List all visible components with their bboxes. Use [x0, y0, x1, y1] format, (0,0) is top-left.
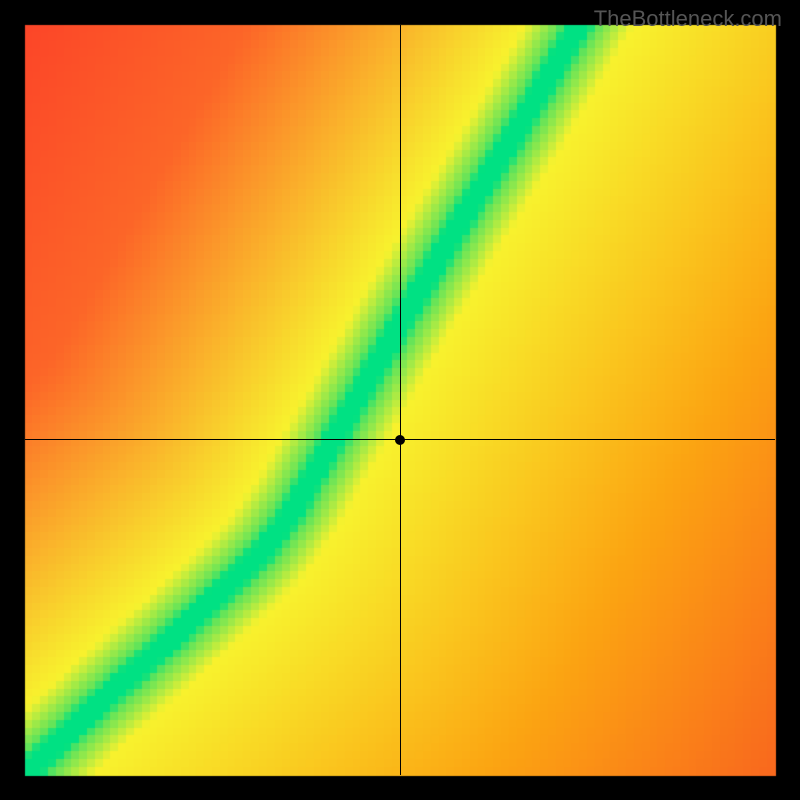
watermark-text: TheBottleneck.com	[594, 6, 782, 32]
chart-container: TheBottleneck.com	[0, 0, 800, 800]
crosshair-marker	[395, 435, 405, 445]
crosshair-vertical	[400, 25, 401, 775]
